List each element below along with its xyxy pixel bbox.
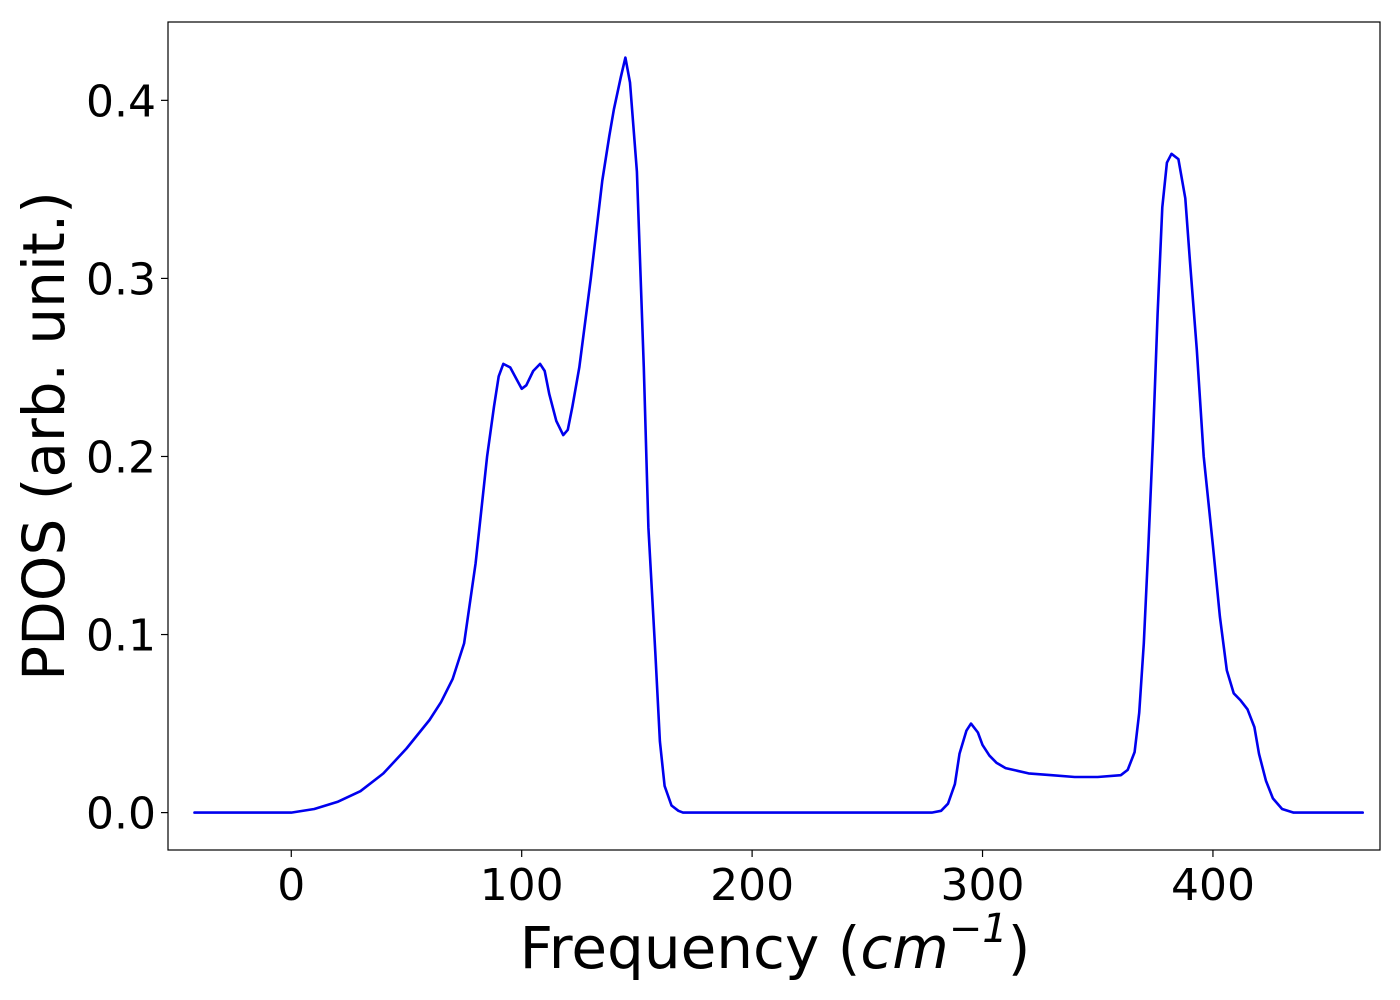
x-axis-label: Frequency (cm−1) — [520, 906, 1031, 982]
plot-frame — [167, 21, 1381, 851]
x-tick-label: 0 — [277, 860, 305, 911]
plot-area — [167, 21, 1381, 851]
y-axis-label: PDOS (arb. unit.) — [10, 191, 78, 681]
x-tick-label: 400 — [1171, 860, 1255, 911]
pdos-series-line — [193, 56, 1364, 814]
x-tick-label: 200 — [710, 860, 794, 911]
y-tick-label: 0.1 — [86, 611, 156, 662]
y-tick-label: 0.3 — [86, 254, 156, 305]
x-tick-label: 300 — [941, 860, 1025, 911]
y-axis: 0.0 0.1 0.2 0.3 0.4 — [86, 76, 168, 840]
x-axis: 0 100 200 300 400 — [277, 850, 1255, 911]
x-tick-label: 100 — [480, 860, 564, 911]
y-tick-label: 0.4 — [86, 76, 156, 127]
y-tick-label: 0.0 — [86, 789, 156, 840]
y-tick-label: 0.2 — [86, 432, 156, 483]
